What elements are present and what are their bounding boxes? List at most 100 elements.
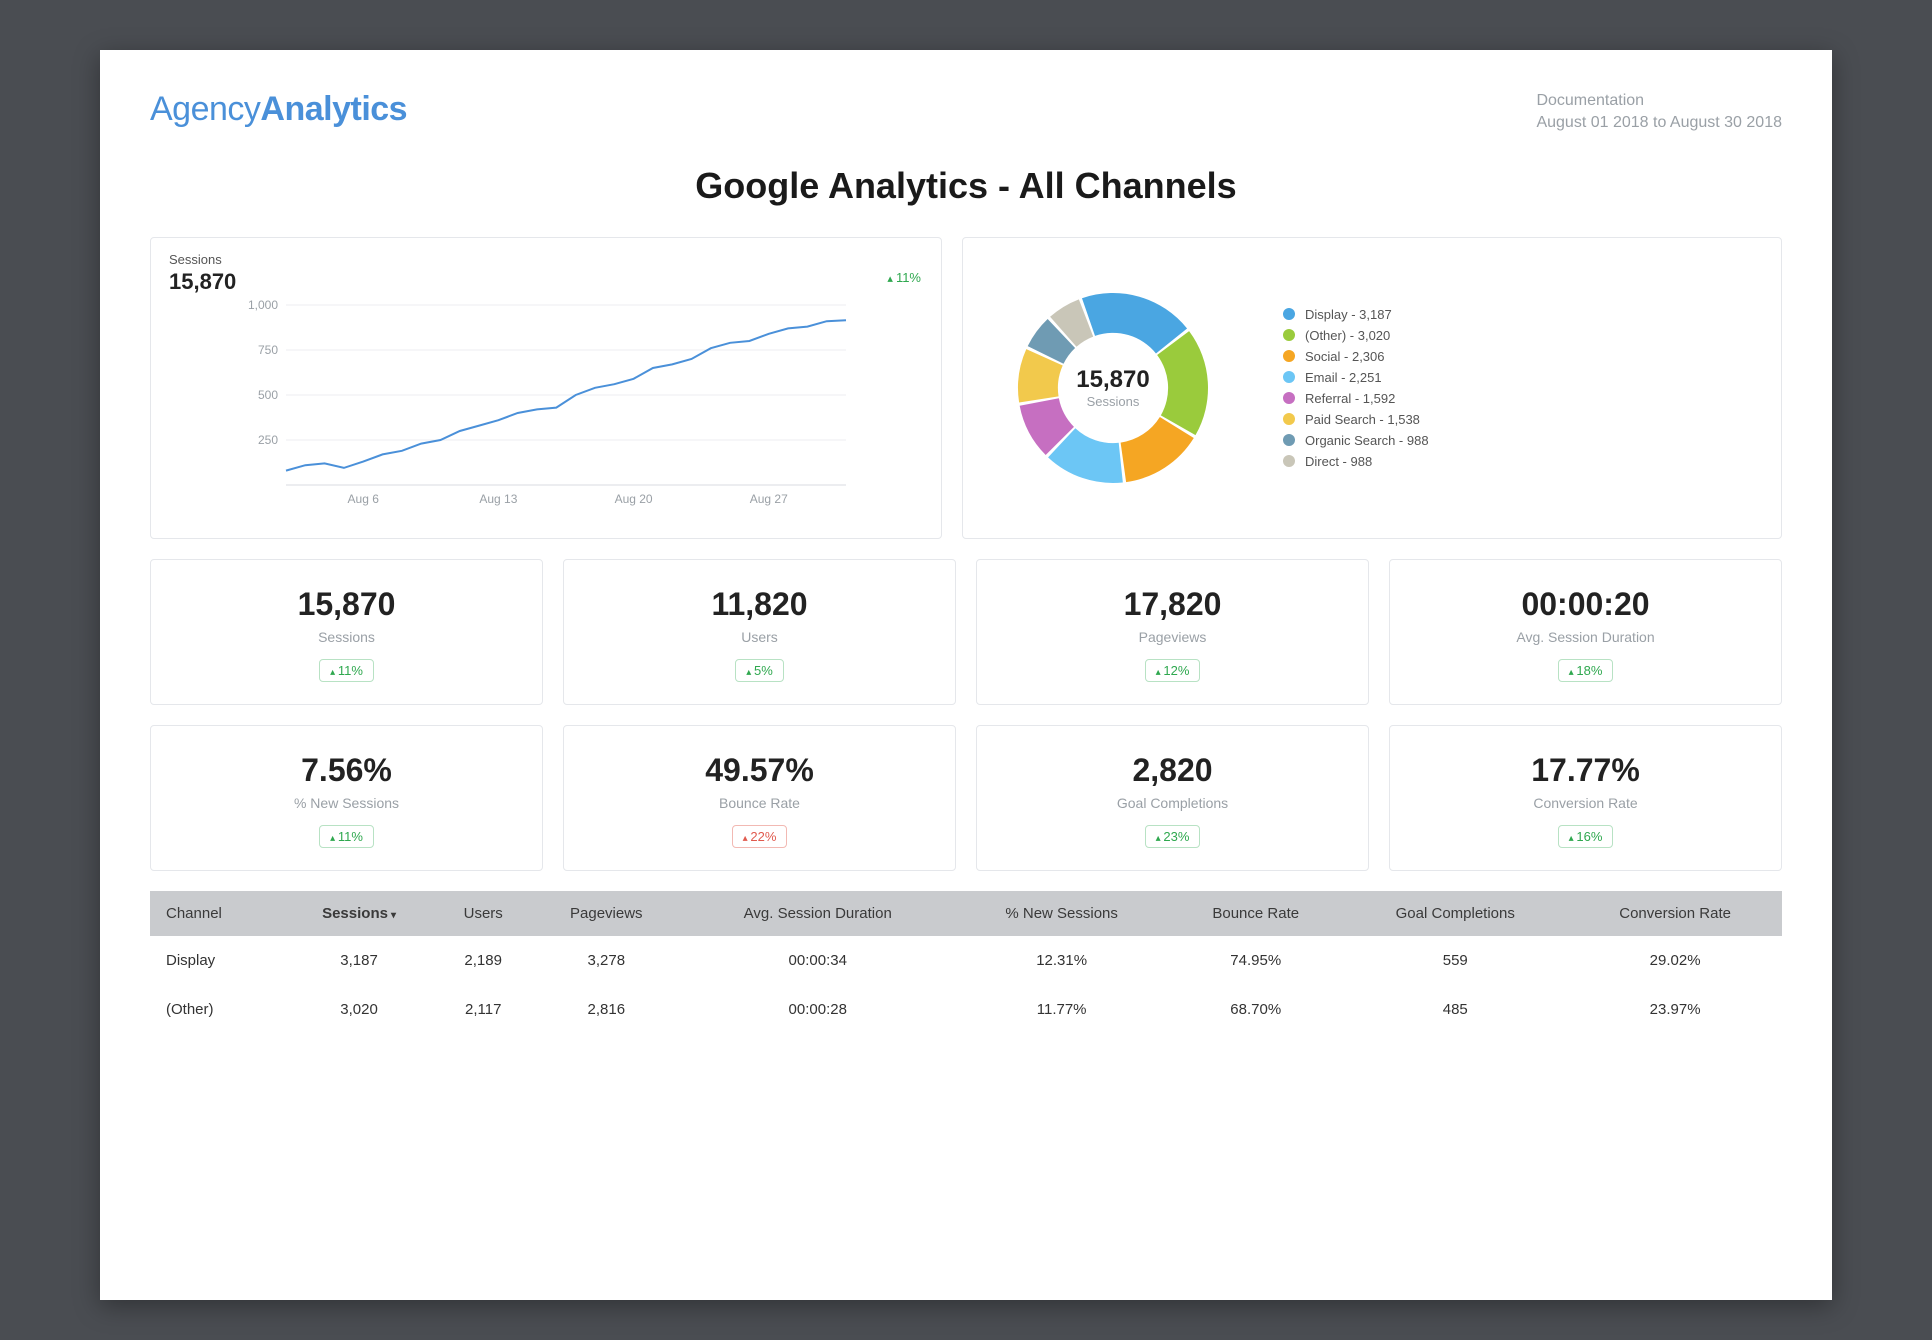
donut-center: 15,870 Sessions [1003,278,1223,498]
table-cell: 2,816 [531,985,681,1034]
metric-label: Pageviews [987,629,1358,645]
table-cell: 23.97% [1568,985,1782,1034]
table-cell: (Other) [150,985,283,1034]
legend-swatch [1283,329,1295,341]
table-body: Display3,1872,1893,27800:00:3412.31%74.9… [150,936,1782,1034]
svg-text:500: 500 [258,388,278,402]
table-header-cell[interactable]: % New Sessions [954,891,1169,936]
legend-item: Direct - 988 [1283,454,1429,469]
table-header-cell[interactable]: Avg. Session Duration [681,891,954,936]
svg-text:Aug 6: Aug 6 [348,492,380,506]
legend-swatch [1283,350,1295,362]
report-header: AgencyAnalytics Documentation August 01 … [150,90,1782,135]
metrics-row-1: 15,870Sessions11%11,820Users5%17,820Page… [150,559,1782,705]
metric-card: 11,820Users5% [563,559,956,705]
donut-center-label: Sessions [1087,394,1140,409]
table-header-cell[interactable]: Pageviews [531,891,681,936]
table-cell: 3,020 [283,985,435,1034]
metric-value: 15,870 [161,586,532,623]
metric-value: 2,820 [987,752,1358,789]
sessions-chart-value: 15,870 [169,269,923,295]
metric-card: 00:00:20Avg. Session Duration18% [1389,559,1782,705]
table-cell: 485 [1342,985,1568,1034]
legend-item: Paid Search - 1,538 [1283,412,1429,427]
brand-logo: AgencyAnalytics [150,90,407,129]
legend-label: Direct - 988 [1305,454,1372,469]
meta-date-range: August 01 2018 to August 30 2018 [1536,112,1782,134]
legend-item: Email - 2,251 [1283,370,1429,385]
legend-label: Social - 2,306 [1305,349,1385,364]
metric-label: Conversion Rate [1400,795,1771,811]
charts-row: Sessions 15,870 11% 2505007501,000Aug 6A… [150,237,1782,539]
metric-delta: 11% [319,825,374,848]
table-cell: 00:00:34 [681,936,954,985]
metric-label: Users [574,629,945,645]
sort-caret-icon: ▾ [391,910,396,921]
metric-card: 17.77% Conversion Rate 16% [1389,725,1782,871]
logo-part-2: Analytics [260,90,407,128]
table-cell: 11.77% [954,985,1169,1034]
metric-value: 17,820 [987,586,1358,623]
metric-label: Sessions [161,629,532,645]
table-header-cell[interactable]: Sessions▾ [283,891,435,936]
metric-card: 7.56% % New Sessions 11% [150,725,543,871]
channels-table: ChannelSessions▾UsersPageviewsAvg. Sessi… [150,891,1782,1034]
table-cell: 00:00:28 [681,985,954,1034]
metrics-row-2: 7.56%% New Sessions11%49.57%Bounce Rate2… [150,725,1782,871]
legend-swatch [1283,308,1295,320]
svg-text:750: 750 [258,343,278,357]
document-meta: Documentation August 01 2018 to August 3… [1536,90,1782,135]
table-cell: 29.02% [1568,936,1782,985]
legend-item: (Other) - 3,020 [1283,328,1429,343]
legend-item: Display - 3,187 [1283,307,1429,322]
metric-delta: 12% [1145,659,1201,682]
metric-label: Avg. Session Duration [1400,629,1771,645]
table-cell: 12.31% [954,936,1169,985]
donut-center-value: 15,870 [1076,366,1149,394]
table-row: Display3,1872,1893,27800:00:3412.31%74.9… [150,936,1782,985]
table-cell: Display [150,936,283,985]
metric-card: 15,870 Sessions 11% [150,559,543,705]
metric-delta: 18% [1558,659,1614,682]
legend-label: Paid Search - 1,538 [1305,412,1420,427]
metric-value: 17.77% [1400,752,1771,789]
metric-card: 2,820Goal Completions23% [976,725,1369,871]
table-cell: 2,117 [435,985,531,1034]
metric-delta: 11% [319,659,374,682]
table-header-row: ChannelSessions▾UsersPageviewsAvg. Sessi… [150,891,1782,936]
table-row: (Other)3,0202,1172,81600:00:2811.77%68.7… [150,985,1782,1034]
table-header-cell[interactable]: Bounce Rate [1169,891,1342,936]
legend-label: Organic Search - 988 [1305,433,1429,448]
table-header-cell[interactable]: Users [435,891,531,936]
table-cell: 74.95% [1169,936,1342,985]
table-header-cell[interactable]: Channel [150,891,283,936]
legend-item: Social - 2,306 [1283,349,1429,364]
donut-legend: Display - 3,187 (Other) - 3,020 Social - 2… [1283,301,1429,475]
metric-card: 49.57%Bounce Rate22% [563,725,956,871]
sessions-line-chart: 2505007501,000Aug 6Aug 13Aug 20Aug 27 [169,295,923,515]
metric-label: % New Sessions [161,795,532,811]
table-header-cell[interactable]: Conversion Rate [1568,891,1782,936]
report-page: AgencyAnalytics Documentation August 01 … [100,50,1832,1300]
sessions-line-chart-panel: Sessions 15,870 11% 2505007501,000Aug 6A… [150,237,942,539]
metric-value: 11,820 [574,586,945,623]
metric-delta: 23% [1145,825,1201,848]
legend-swatch [1283,392,1295,404]
metric-card: 17,820 Pageviews 12% [976,559,1369,705]
legend-item: Referral - 1,592 [1283,391,1429,406]
svg-text:1,000: 1,000 [248,298,278,312]
table-header-cell[interactable]: Goal Completions [1342,891,1568,936]
donut-wrap: 15,870 Sessions [1003,278,1223,498]
table-cell: 2,189 [435,936,531,985]
svg-text:250: 250 [258,433,278,447]
legend-label: Display - 3,187 [1305,307,1392,322]
sessions-chart-label: Sessions [169,252,923,267]
metric-delta: 22% [732,825,788,848]
metric-label: Bounce Rate [574,795,945,811]
metric-delta: 16% [1558,825,1614,848]
page-title: Google Analytics - All Channels [150,165,1782,207]
legend-label: (Other) - 3,020 [1305,328,1390,343]
metric-value: 7.56% [161,752,532,789]
logo-part-1: Agency [150,90,260,128]
legend-label: Referral - 1,592 [1305,391,1395,406]
